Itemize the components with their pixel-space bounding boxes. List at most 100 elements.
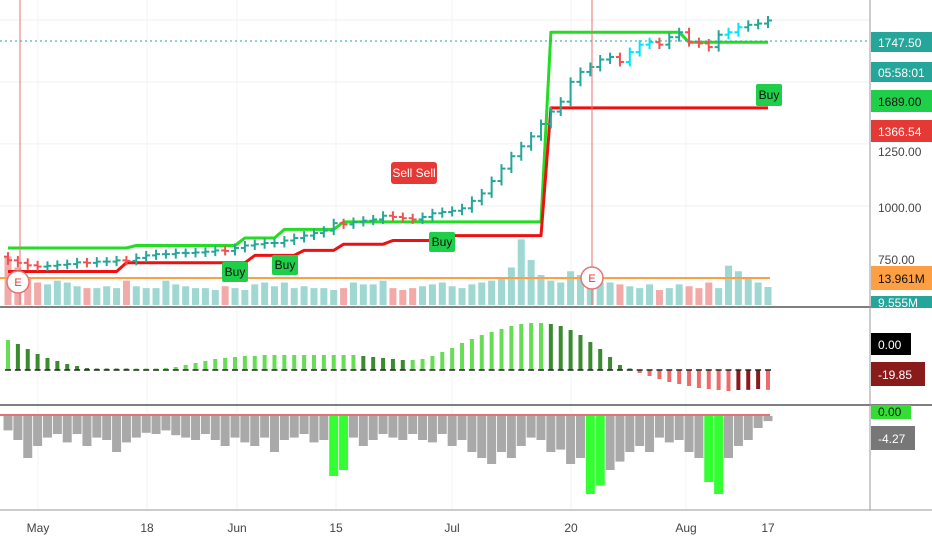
- oscillator-bar: [437, 416, 447, 434]
- momentum-bar: [469, 339, 474, 370]
- momentum-bar: [519, 324, 524, 370]
- momentum-bar: [598, 349, 603, 370]
- oscillator-bar: [447, 416, 457, 446]
- momentum-bar: [262, 355, 267, 370]
- momentum-bar: [163, 368, 168, 370]
- volume-bar: [428, 284, 436, 305]
- momentum-bar: [252, 356, 257, 370]
- volume-bar: [162, 280, 170, 305]
- oscillator-bar: [151, 416, 161, 434]
- volume-bar: [537, 275, 545, 305]
- earnings-marker-label: E: [588, 273, 595, 285]
- volume-bar: [113, 288, 121, 305]
- oscillator-bar: [210, 416, 220, 440]
- volume-bar: [192, 288, 200, 305]
- momentum-bar: [460, 343, 465, 370]
- oscillator-bar: [309, 416, 319, 443]
- volume-bar: [389, 288, 397, 305]
- volume-bar: [73, 286, 81, 305]
- momentum-bar: [548, 324, 553, 370]
- oscillator-bar: [575, 416, 585, 458]
- momentum-bar: [499, 329, 504, 370]
- oscillator-bar: [329, 416, 339, 476]
- price-candles: [4, 15, 772, 272]
- volume-bar: [330, 290, 338, 305]
- volume-bar: [725, 265, 733, 305]
- oscillator-bar: [299, 416, 309, 434]
- volume-bar: [419, 286, 427, 305]
- oscillator-bar: [704, 416, 714, 482]
- time-label: Jun: [227, 521, 246, 535]
- momentum-bar: [6, 340, 10, 370]
- volume-bar: [626, 286, 634, 305]
- earnings-marker-2[interactable]: E: [580, 266, 604, 290]
- volume-bar: [754, 282, 762, 305]
- earnings-marker-label: E: [14, 277, 21, 289]
- volume-bar: [310, 288, 318, 305]
- momentum-bar: [568, 330, 573, 370]
- oscillator-bar: [200, 416, 210, 434]
- momentum-bar: [479, 335, 484, 370]
- oscillator-histogram: [3, 416, 773, 494]
- momentum-bar: [341, 355, 346, 370]
- volume-bar: [695, 288, 703, 305]
- oscillator-bar: [319, 416, 329, 440]
- oscillator-bar: [82, 416, 92, 446]
- time-label: 15: [329, 521, 343, 535]
- volume-bar: [182, 286, 190, 305]
- volume-bar: [53, 280, 61, 305]
- tag-last-price: 1747.50: [871, 32, 932, 52]
- signal-sell: Sell Sell: [391, 162, 437, 184]
- bands: [8, 30, 768, 273]
- time-label: Jul: [444, 521, 459, 535]
- oscillator-bar: [635, 416, 645, 446]
- momentum-bar: [203, 361, 208, 370]
- momentum-bar: [420, 359, 425, 370]
- time-axis[interactable]: May 18 Jun 15 Jul 20 Aug 17: [27, 521, 775, 535]
- oscillator-bar: [526, 416, 536, 438]
- oscillator-bar: [260, 416, 270, 438]
- volume-bar: [34, 282, 42, 305]
- signal-label: Sell Sell: [392, 166, 435, 180]
- signal-label: Buy: [225, 265, 246, 279]
- momentum-bar: [390, 359, 395, 370]
- signal-label: Buy: [275, 258, 296, 272]
- oscillator-bar: [595, 416, 605, 486]
- momentum-bar: [321, 355, 326, 370]
- oscillator-bar: [556, 416, 566, 450]
- momentum-bar: [371, 357, 376, 370]
- signal-buy-2: Buy: [272, 255, 298, 275]
- volume-bar: [103, 286, 111, 305]
- oscillator-bar: [13, 416, 23, 440]
- momentum-bar: [608, 357, 613, 370]
- volume-bar: [369, 284, 377, 305]
- oscillator-bar: [72, 416, 82, 434]
- volume-bar: [734, 271, 742, 305]
- volume-bar: [379, 280, 387, 305]
- oscillator-bar: [191, 416, 201, 440]
- momentum-bar: [677, 370, 682, 384]
- earnings-marker-1[interactable]: E: [6, 270, 30, 294]
- momentum-bar: [696, 370, 701, 388]
- volume-bar: [290, 288, 298, 305]
- svg-text:1747.50: 1747.50: [878, 36, 922, 50]
- momentum-bar: [292, 355, 297, 370]
- volume-bar: [349, 282, 357, 305]
- tag-band-lower: 1366.54: [871, 120, 932, 142]
- volume-bar: [557, 282, 565, 305]
- momentum-histogram: [5, 323, 771, 391]
- svg-text:-19.85: -19.85: [878, 368, 912, 382]
- oscillator-bar: [3, 416, 13, 431]
- momentum-bar: [65, 364, 70, 370]
- lower-band-line: [8, 106, 768, 273]
- oscillator-bar: [240, 416, 250, 443]
- oscillator-bar: [477, 416, 487, 458]
- momentum-bar: [233, 357, 238, 370]
- volume-bar: [478, 282, 486, 305]
- volume-bar: [616, 284, 624, 305]
- oscillator-bar: [743, 416, 753, 440]
- price-tick: 1000.00: [878, 201, 922, 215]
- oscillator-bar: [625, 416, 635, 452]
- oscillator-bar: [171, 416, 181, 436]
